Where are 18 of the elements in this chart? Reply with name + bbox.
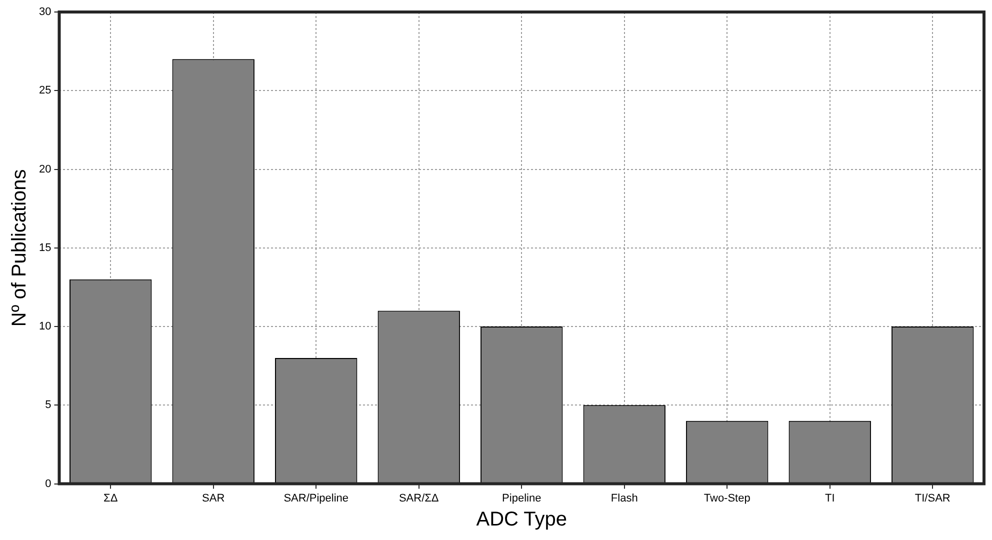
x-tick-label: Two-Step [704,492,750,504]
x-tick-label: TI/SAR [914,492,950,504]
x-tick-label: SAR [202,492,225,504]
x-axis-title: ADC Type [476,508,568,531]
x-tick-label: TI [824,492,835,504]
x-tick-label: ΣΔ [104,492,118,504]
x-tick-label: Pipeline [502,492,542,504]
x-tick-label: SAR/Pipeline [284,492,349,504]
y-tick-label: 30 [38,6,52,18]
y-tick-label: 15 [38,242,52,254]
y-tick-label: 25 [38,84,52,97]
y-tick-label: 5 [45,399,52,412]
y-tick-label: 20 [38,163,52,176]
y-tick-label: 10 [38,320,52,333]
y-axis-title: Nº of Publications [8,169,31,327]
x-tick-label: SAR/ΣΔ [398,492,440,504]
x-tick-label: Flash [610,492,638,504]
y-tick-label: 0 [45,478,52,490]
